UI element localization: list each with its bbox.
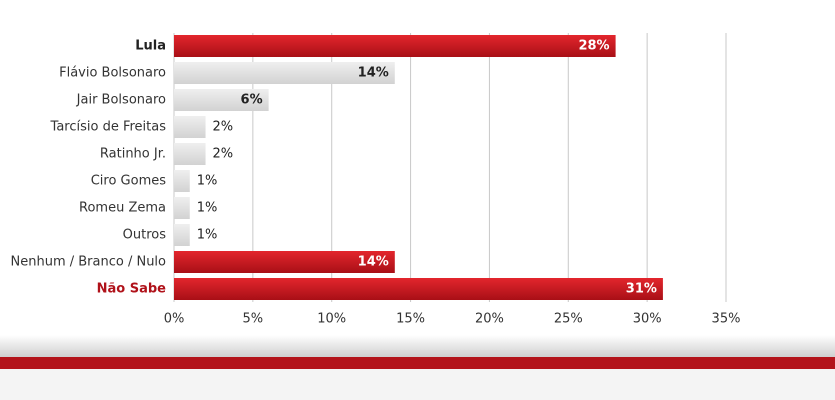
value-label: 31% (626, 282, 657, 297)
category-label: Flávio Bolsonaro (59, 66, 166, 81)
category-label: Jair Bolsonaro (76, 93, 166, 108)
bar (174, 278, 663, 300)
bar (174, 197, 190, 219)
category-label: Ratinho Jr. (100, 147, 166, 162)
value-label: 14% (358, 66, 389, 81)
category-label: Tarcísio de Freitas (50, 120, 167, 135)
category-label: Ciro Gomes (91, 174, 167, 189)
bar (174, 35, 616, 57)
category-label: Outros (123, 228, 167, 243)
value-label: 1% (197, 174, 218, 189)
x-tick-label: 35% (712, 312, 741, 327)
value-label: 2% (213, 147, 234, 162)
category-label: Não Sabe (97, 282, 167, 297)
x-tick-label: 25% (554, 312, 583, 327)
value-label: 28% (578, 39, 609, 54)
value-label: 6% (241, 93, 263, 108)
bar (174, 170, 190, 192)
bar (174, 62, 395, 84)
bar (174, 224, 190, 246)
decor-footer (0, 369, 835, 400)
x-tick-label: 30% (633, 312, 662, 327)
category-label: Lula (135, 39, 166, 54)
value-label: 1% (197, 228, 218, 243)
bar (174, 143, 206, 165)
x-tick-label: 20% (475, 312, 504, 327)
bar (174, 251, 395, 273)
x-tick-label: 10% (317, 312, 346, 327)
x-tick-label: 0% (164, 312, 185, 327)
bar (174, 116, 206, 138)
decor-band (0, 335, 835, 357)
value-label: 2% (213, 120, 234, 135)
x-tick-label: 5% (243, 312, 264, 327)
value-label: 14% (358, 255, 389, 270)
category-label: Romeu Zema (79, 201, 166, 216)
x-tick-label: 15% (396, 312, 425, 327)
bar (174, 89, 269, 111)
value-label: 1% (197, 201, 218, 216)
decor-stripe (0, 357, 835, 369)
category-label: Nenhum / Branco / Nulo (11, 255, 167, 270)
